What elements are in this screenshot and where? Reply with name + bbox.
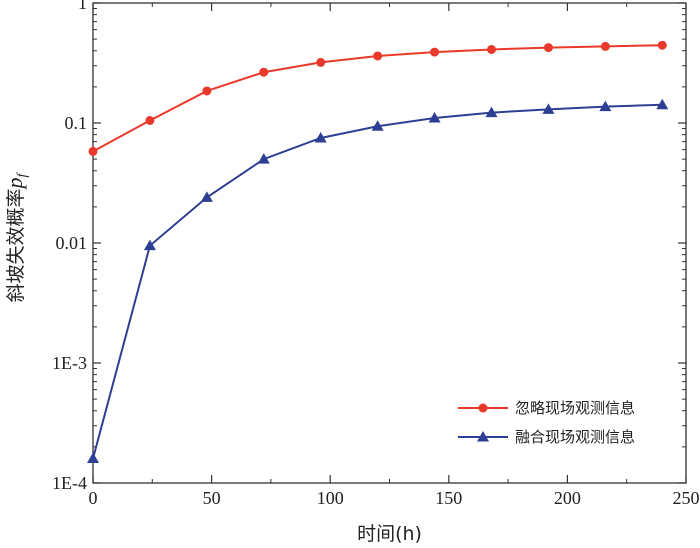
series-layer — [87, 40, 669, 464]
x-tick-label: 100 — [317, 488, 344, 508]
data-point — [430, 47, 440, 57]
x-tick-label: 200 — [554, 488, 581, 508]
data-point — [87, 452, 99, 464]
x-tick-label: 0 — [89, 488, 98, 508]
y-axis: 1E-4 1E-3 0.01 0.1 1 — [52, 0, 686, 493]
data-point — [143, 239, 156, 251]
series-2 — [87, 98, 669, 464]
data-point — [656, 98, 669, 110]
data-point — [600, 41, 610, 51]
legend-label: 融合现场观测信息 — [515, 428, 635, 446]
data-point — [88, 146, 98, 156]
y-axis-title-symbol: p — [2, 177, 27, 190]
y-axis-title-subscript: f — [15, 171, 30, 177]
data-point — [599, 100, 612, 112]
data-point — [657, 40, 667, 50]
data-point — [486, 44, 496, 54]
y-tick-label: 0.01 — [56, 233, 88, 253]
data-point — [485, 106, 498, 118]
data-point — [316, 57, 326, 67]
legend-marker — [477, 431, 489, 442]
x-tick-label: 150 — [435, 488, 462, 508]
x-tick-label: 50 — [203, 488, 221, 508]
legend-marker — [478, 403, 488, 413]
y-axis-title: 斜坡失效概率pf — [2, 171, 30, 302]
y-tick-label: 1E-4 — [52, 473, 87, 493]
x-axis: 0 50 100 150 200 250 — [89, 3, 700, 508]
y-tick-label: 1E-3 — [52, 353, 87, 373]
y-tick-label: 0.1 — [65, 113, 88, 133]
data-point — [542, 103, 555, 114]
legend-label: 忽略现场观测信息 — [515, 399, 635, 417]
data-point — [371, 120, 384, 131]
y-axis-title-text: 斜坡失效概率 — [5, 188, 27, 302]
data-point — [428, 112, 441, 123]
data-point — [373, 51, 383, 61]
data-point — [543, 43, 553, 53]
data-point — [202, 86, 212, 96]
series-line — [92, 44, 663, 153]
x-tick-label: 250 — [673, 488, 700, 508]
data-point — [259, 67, 269, 77]
x-axis-title: 时间(h) — [357, 523, 422, 545]
data-point — [314, 131, 327, 143]
series-1 — [88, 40, 667, 156]
data-point — [145, 115, 155, 125]
data-point — [200, 191, 213, 202]
data-point — [257, 153, 270, 164]
svg-text:斜坡失效概率pf: 斜坡失效概率pf — [2, 171, 30, 302]
y-tick-label: 1 — [78, 0, 87, 13]
